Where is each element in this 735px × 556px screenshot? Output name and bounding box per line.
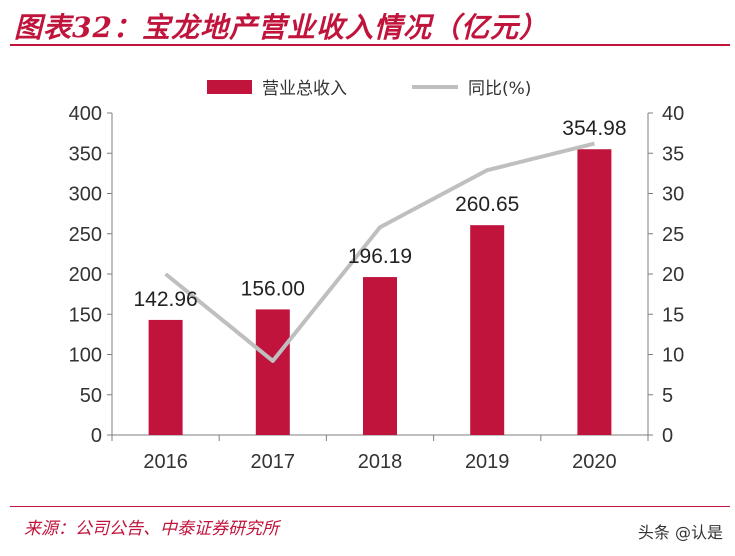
legend: 营业总收入 同比(%): [207, 79, 531, 99]
left-tick-label: 400: [69, 103, 102, 125]
bar: [148, 319, 183, 435]
right-tick-label: 0: [662, 425, 673, 447]
x-tick-label: 2016: [143, 451, 188, 473]
x-tick-label: 2020: [572, 451, 617, 473]
watermark: 头条 @认是: [637, 523, 723, 542]
data-label: 156.00: [241, 277, 305, 300]
line-series: [164, 141, 595, 363]
left-tick-label: 250: [69, 224, 102, 246]
chart-title: 图表32：宝龙地产营业收入情况（亿元）: [14, 11, 548, 44]
x-tick-label: 2019: [465, 451, 510, 473]
bar: [363, 277, 397, 435]
x-tick-label: 2017: [251, 451, 296, 473]
right-tick-label: 30: [662, 184, 684, 206]
right-tick-label: 15: [662, 304, 684, 326]
bar-series: [148, 149, 612, 436]
bar: [577, 149, 612, 436]
right-tick-label: 5: [662, 385, 673, 407]
bar: [255, 309, 290, 435]
data-label: 142.96: [133, 288, 197, 311]
left-tick-label: 200: [69, 264, 102, 286]
bar: [470, 225, 505, 435]
data-label: 196.19: [348, 245, 412, 268]
right-tick-label: 10: [662, 345, 684, 367]
left-tick-label: 150: [69, 304, 102, 326]
data-label: 354.98: [562, 117, 626, 140]
yoy-line: [164, 141, 595, 363]
legend-label-line: 同比(%): [468, 79, 531, 99]
axes: 0 50 100 150 200 250 300 350 400 0 5 10 15 20 25 30 35 40…: [69, 103, 685, 473]
footer-divider: [10, 506, 730, 507]
right-tick-label: 40: [662, 103, 684, 125]
left-tick-label: 50: [80, 385, 102, 407]
title-divider: [10, 44, 730, 46]
source-note: 来源：公司公告、中泰证券研究所: [24, 519, 279, 539]
left-tick-label: 350: [69, 143, 102, 165]
legend-label-bar: 营业总收入: [262, 79, 347, 99]
right-tick-label: 25: [662, 224, 684, 246]
x-tick-label: 2018: [358, 451, 403, 473]
data-labels: 142.96 156.00 196.19 260.65 354.98: [133, 117, 626, 311]
left-tick-label: 0: [91, 425, 102, 447]
left-tick-label: 100: [69, 345, 102, 367]
legend-swatch-bar: [207, 80, 252, 94]
right-tick-label: 35: [662, 143, 684, 165]
left-tick-label: 300: [69, 184, 102, 206]
right-tick-label: 20: [662, 264, 684, 286]
chart-svg: 营业总收入 同比(%) 0 50 100 150 200 250 300 350 400 0 5 10 1…: [69, 79, 685, 473]
data-label: 260.65: [455, 193, 519, 216]
